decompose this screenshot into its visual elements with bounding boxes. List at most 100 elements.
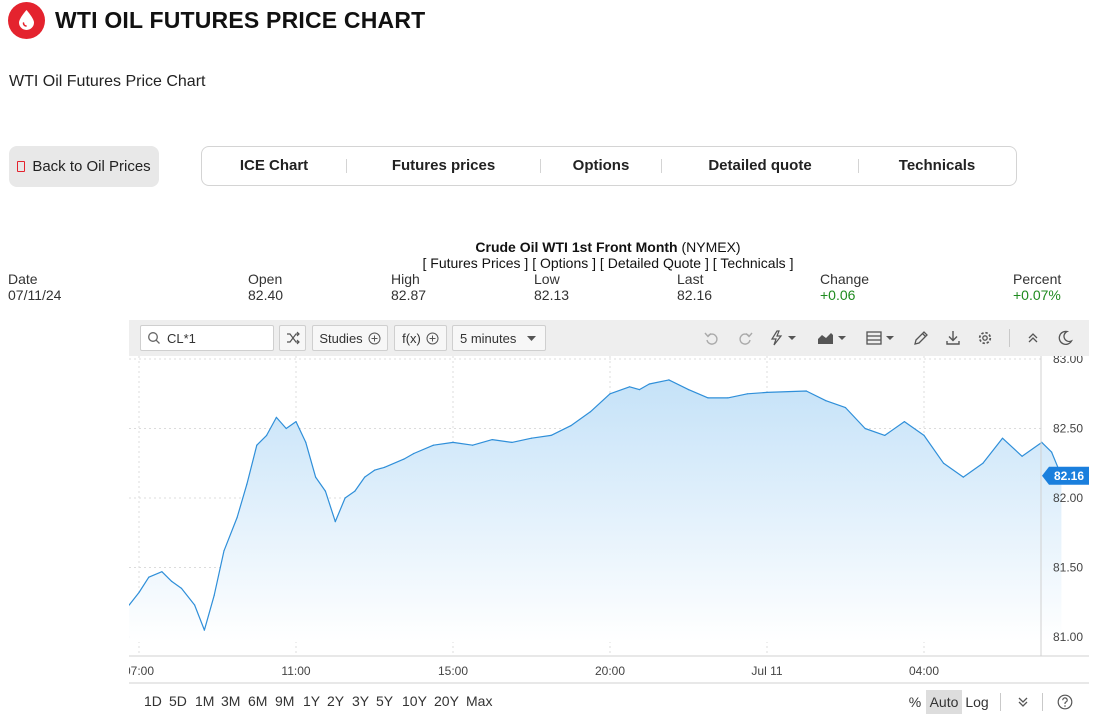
data-point [629,386,631,388]
data-point [256,444,258,446]
undo-button[interactable] [702,329,722,347]
y-tick-label: 81.00 [1053,630,1083,644]
range-10y-button[interactable]: 10Y [402,693,427,709]
range-max-button[interactable]: Max [466,693,493,709]
data-point [589,411,591,413]
range-2y-button[interactable]: 2Y [327,693,345,709]
pencil-icon [914,331,928,345]
chart-type-dropdown[interactable] [815,329,849,347]
last-price-badge: 82.16 [1042,466,1089,485]
range-9m-button[interactable]: 9M [275,693,295,709]
download-button[interactable] [943,329,963,347]
quote-field-label: Open [248,271,283,287]
data-point [364,476,366,478]
price-chart[interactable]: 81.00 81.50 82.00 82.50 83.00 07:00 11:00 15:0… [129,356,1089,684]
range-1d-button[interactable]: 1D [144,693,162,709]
range-1y-button[interactable]: 1Y [303,693,321,709]
x-tick-label: 11:00 [281,664,310,678]
y-tick-label: 82.00 [1053,491,1083,505]
area-chart-icon [818,333,846,344]
tab-technicals[interactable]: Technicals [898,157,976,174]
tab-options[interactable]: Options [572,157,630,174]
data-point [334,521,336,523]
scale-percent-button[interactable]: % [908,694,922,710]
settings-button[interactable] [975,329,995,347]
studies-button[interactable]: Studies [312,325,388,351]
data-point [275,416,277,418]
x-tick-label: Jul 11 [751,664,782,678]
redo-button[interactable] [735,329,755,347]
link-technicals[interactable]: Technicals [720,255,786,271]
data-point [923,434,925,436]
data-point [344,497,346,499]
data-point [129,604,130,606]
data-point [171,580,173,582]
data-point [354,490,356,492]
data-point [982,462,984,464]
draw-button[interactable] [911,329,931,347]
data-point [324,490,326,492]
layout-icon [866,331,894,345]
data-point [295,421,297,423]
tab-futures-prices[interactable]: Futures prices [391,157,496,174]
link-detailed-quote[interactable]: Detailed Quote [607,255,702,271]
data-point [403,458,405,460]
quote-field-high: High 82.87 [391,271,426,303]
events-dropdown[interactable] [767,329,799,347]
chart-toolbar: CL*1 Studies f(x) 5 minutes [129,320,1089,356]
data-point [962,476,964,478]
tab-detailed-quote[interactable]: Detailed quote [708,157,812,174]
link-options[interactable]: Options [540,255,589,271]
redo-icon [739,332,753,345]
scale-log-button[interactable]: Log [965,694,989,710]
compare-button[interactable] [279,325,306,351]
range-5d-button[interactable]: 5D [169,693,187,709]
symbol-search-field[interactable]: CL*1 [140,325,274,351]
x-axis-ticks: 07:00 11:00 15:00 20:00 Jul 11 04:00 [129,664,939,678]
moon-icon [1058,330,1073,345]
scale-auto-button[interactable]: Auto [926,690,962,714]
quote-field-label: Percent [1013,271,1062,287]
tab-divider [346,159,347,173]
y-axis-ticks: 81.00 81.50 82.00 82.50 83.00 [1053,356,1083,644]
tab-divider [858,159,859,173]
data-point [511,441,513,443]
functions-button[interactable]: f(x) [394,325,447,351]
help-button[interactable] [1055,690,1075,714]
range-1m-button[interactable]: 1M [195,693,215,709]
last-price-badge-shape [1042,466,1089,485]
range-3y-button[interactable]: 3Y [352,693,370,709]
range-3m-button[interactable]: 3M [221,693,241,709]
interval-select[interactable]: 5 minutes [452,325,546,351]
range-20y-button[interactable]: 20Y [434,693,459,709]
y-tick-label: 82.50 [1053,422,1083,436]
last-price-label: 82.16 [1054,469,1084,483]
interval-value: 5 minutes [460,330,517,346]
tab-ice-chart[interactable]: ICE Chart [239,157,309,174]
quote-field-value: +0.06 [820,287,856,303]
functions-label: f(x) [402,330,421,346]
range-6m-button[interactable]: 6M [248,693,268,709]
dark-mode-button[interactable] [1055,329,1075,347]
quote-field-value: 82.40 [248,287,284,303]
range-5y-button[interactable]: 5Y [376,693,394,709]
data-point [138,591,140,594]
x-tick-label: 20:00 [595,664,625,678]
download-icon [946,331,960,345]
quote-field-label: High [391,271,420,287]
link-futures-prices[interactable]: Futures Prices [430,255,521,271]
quote-field-value: 82.87 [391,287,427,303]
data-point [432,444,434,446]
quote-links: [ Futures Prices ] [ Options ] [ Detaile… [422,255,794,271]
price-area [129,379,1062,642]
expand-button[interactable] [1013,690,1033,714]
back-to-oil-prices-button[interactable]: Back to Oil Prices [9,146,159,187]
data-point [383,466,385,468]
toolbar-divider [1042,693,1043,711]
search-icon [148,332,160,344]
collapse-toolbar-button[interactable] [1023,329,1043,347]
quote-field-label: Date [8,271,38,287]
layout-dropdown[interactable] [864,329,898,347]
price-chart-svg[interactable]: 81.00 81.50 82.00 82.50 83.00 07:00 11:00 15:0… [129,356,1089,684]
data-point [236,516,238,519]
